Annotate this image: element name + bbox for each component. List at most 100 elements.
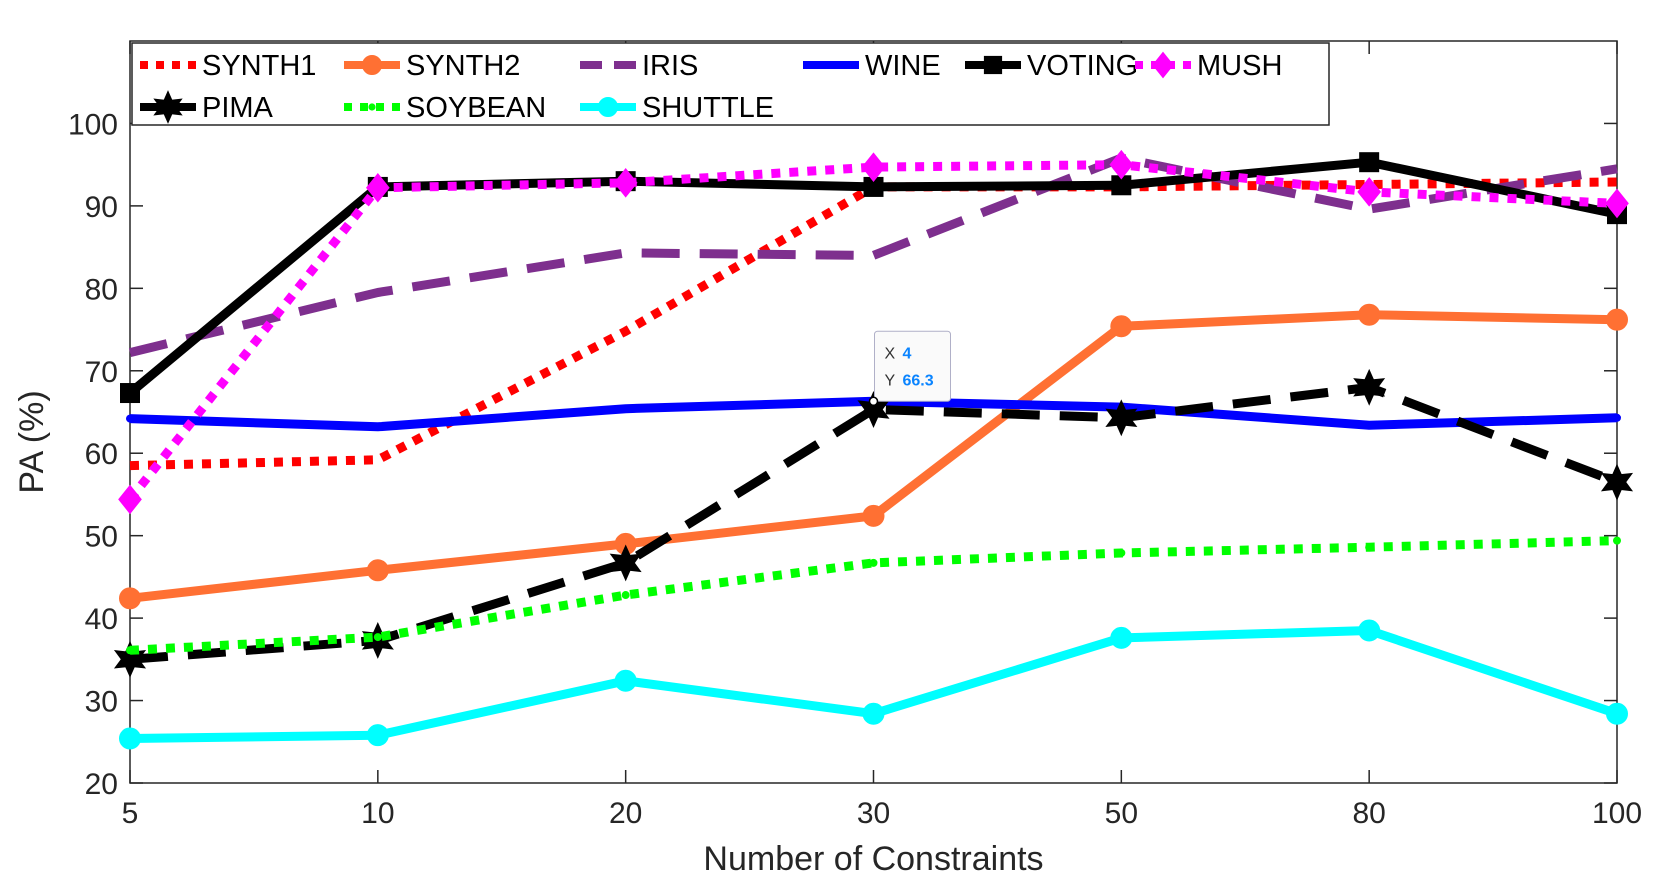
x-tick-label: 80 xyxy=(1352,797,1385,830)
legend-box xyxy=(131,42,1330,126)
data-point-shuttle[interactable] xyxy=(1358,619,1381,642)
legend-item-soybean[interactable]: SOYBEAN xyxy=(344,92,546,124)
series-shuttle xyxy=(119,619,1628,750)
data-point-soybean[interactable] xyxy=(1117,548,1126,557)
legend-label: SOYBEAN xyxy=(406,92,546,124)
data-point-wine[interactable] xyxy=(126,414,134,423)
data-point-synth2[interactable] xyxy=(1358,303,1381,326)
data-point-wine[interactable] xyxy=(1365,421,1374,430)
y-tick-label: 90 xyxy=(85,191,118,224)
y-tick-label: 80 xyxy=(85,273,118,306)
x-tick-label: 20 xyxy=(609,797,642,830)
data-point-mush[interactable] xyxy=(1605,188,1629,219)
legend-item-wine[interactable]: WINE xyxy=(803,50,941,82)
series-iris xyxy=(128,153,1618,357)
y-tick-label: 20 xyxy=(85,768,118,801)
y-tick-label: 60 xyxy=(85,438,118,471)
legend-item-synth2[interactable]: SYNTH2 xyxy=(344,50,520,82)
data-tip-y-label: Y xyxy=(885,372,896,389)
x-tick-label: 10 xyxy=(361,797,394,830)
data-point-voting[interactable] xyxy=(1359,152,1380,173)
data-point-voting[interactable] xyxy=(120,383,140,404)
data-point-mush[interactable] xyxy=(118,484,142,515)
legend-marker xyxy=(983,55,1003,75)
data-point-synth2[interactable] xyxy=(119,587,141,610)
y-tick-label: 30 xyxy=(85,686,118,719)
legend-marker xyxy=(153,90,183,124)
legend-label: VOTING xyxy=(1027,50,1138,82)
y-tick-label: 100 xyxy=(68,108,118,141)
series-soybean xyxy=(126,536,1621,655)
series-mush xyxy=(118,149,1629,515)
legend-label: SYNTH2 xyxy=(406,50,520,82)
x-tick-label: 50 xyxy=(1105,797,1138,830)
legend-marker xyxy=(827,61,835,69)
data-point-shuttle[interactable] xyxy=(614,669,637,692)
x-tick-label: 30 xyxy=(857,797,890,830)
y-tick-label: 40 xyxy=(85,603,118,636)
legend-item-iris[interactable]: IRIS xyxy=(580,50,698,82)
data-point-synth2[interactable] xyxy=(366,559,389,582)
data-point-soybean[interactable] xyxy=(869,558,878,567)
data-point-wine[interactable] xyxy=(1613,413,1621,422)
data-point-shuttle[interactable] xyxy=(1606,702,1628,725)
x-tick-label: 5 xyxy=(122,797,139,830)
data-point-wine[interactable] xyxy=(373,422,382,431)
legend-item-pima[interactable]: PIMA xyxy=(140,90,274,124)
data-point-soybean[interactable] xyxy=(373,633,382,642)
data-point-mush[interactable] xyxy=(613,168,638,198)
x-axis: 5 10 20 30 50 80 100 xyxy=(122,41,1642,830)
data-point-mush[interactable] xyxy=(1109,149,1134,180)
y-tick-label: 50 xyxy=(85,521,118,554)
data-point-mush[interactable] xyxy=(365,172,390,203)
data-tip-x-value: 4 xyxy=(903,345,912,362)
data-point-shuttle[interactable] xyxy=(366,724,389,747)
data-tip[interactable]: X 4Y 66.3 xyxy=(868,330,951,407)
y-axis: 20 30 40 50 60 70 80 90 100 xyxy=(68,108,1617,801)
data-point-soybean[interactable] xyxy=(1365,543,1374,552)
data-point-pima[interactable] xyxy=(113,640,147,678)
legend-label: MUSH xyxy=(1197,50,1282,82)
y-tick-label: 70 xyxy=(85,356,118,389)
data-point-synth2[interactable] xyxy=(1606,308,1628,331)
legend-item-shuttle[interactable]: SHUTTLE xyxy=(580,92,774,124)
legend-marker xyxy=(368,103,376,111)
legend-label: SHUTTLE xyxy=(642,92,774,124)
data-point-soybean[interactable] xyxy=(126,646,134,655)
data-point-wine[interactable] xyxy=(621,404,630,413)
legend-item-synth1[interactable]: SYNTH1 xyxy=(140,50,316,82)
data-point-shuttle[interactable] xyxy=(1110,626,1133,649)
series-synth2 xyxy=(119,303,1628,610)
x-axis-title: Number of Constraints xyxy=(703,840,1043,877)
data-tip-anchor xyxy=(868,396,879,407)
data-tip-box xyxy=(874,330,951,402)
data-point-soybean[interactable] xyxy=(621,591,630,600)
data-point-soybean[interactable] xyxy=(1613,536,1621,545)
legend-item-mush[interactable]: MUSH xyxy=(1135,50,1282,82)
data-tip-x-label: X xyxy=(885,345,896,362)
data-point-pima[interactable] xyxy=(1353,368,1386,406)
legend[interactable]: SYNTH1 SYNTH2 IRIS WINE VOTING MUSH PIMA SOYBEA… xyxy=(131,42,1330,126)
data-point-pima[interactable] xyxy=(609,544,642,582)
x-tick-label: 100 xyxy=(1592,797,1642,830)
data-point-synth2[interactable] xyxy=(1110,315,1133,338)
data-point-shuttle[interactable] xyxy=(862,702,885,725)
legend-label: WINE xyxy=(865,50,941,82)
legend-label: IRIS xyxy=(642,50,698,82)
legend-marker xyxy=(598,97,618,117)
data-point-shuttle[interactable] xyxy=(119,727,141,750)
legend-label: SYNTH1 xyxy=(202,50,316,82)
data-point-mush[interactable] xyxy=(1357,177,1382,207)
data-point-synth2[interactable] xyxy=(862,504,885,527)
legend-label: PIMA xyxy=(202,92,274,124)
series-line-iris xyxy=(128,153,1618,357)
data-tip-y-value: 66.3 xyxy=(903,372,934,389)
legend-marker xyxy=(1152,51,1174,79)
y-axis-title: PA (%) xyxy=(13,390,51,493)
data-point-mush[interactable] xyxy=(861,152,886,182)
legend-item-voting[interactable]: VOTING xyxy=(965,50,1138,82)
data-point-pima[interactable] xyxy=(1105,399,1138,437)
data-point-pima[interactable] xyxy=(1600,463,1634,501)
